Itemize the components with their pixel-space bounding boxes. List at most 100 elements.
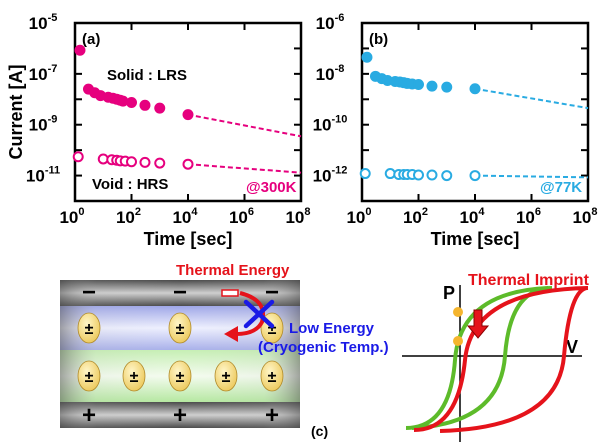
data-point-filled: [413, 79, 424, 91]
dipole-bead: [77, 312, 101, 344]
data-point-open: [413, 169, 424, 181]
remanent-point-upper: [453, 307, 463, 317]
thermal-energy-label: Thermal Energy: [176, 262, 290, 279]
y-tick-label: 10-6: [316, 12, 345, 33]
data-point-open: [126, 156, 137, 168]
y-tick-label: 10-7: [29, 63, 58, 84]
x-tick-label: 100: [346, 206, 371, 227]
dipole-bead: [214, 360, 238, 392]
x-tick-label: 108: [572, 206, 597, 227]
x-tick-label: 102: [116, 206, 141, 227]
dipole-sign: ±: [176, 369, 185, 386]
low-energy-label: Low Energy: [289, 320, 375, 337]
panel-a-data: [72, 44, 302, 174]
imprint-shift-arrow-icon: [466, 309, 490, 339]
panel-a-temp-label: @300K: [246, 179, 297, 196]
thermal-arrow-icon: [235, 291, 265, 336]
y-tick-label: 10-10: [313, 114, 348, 135]
data-point-filled: [139, 99, 151, 111]
fit-line: [187, 113, 302, 138]
data-point-filled: [441, 81, 453, 93]
thermal-imprint-label: Thermal Imprint: [468, 272, 590, 289]
data-point-open: [182, 158, 194, 170]
dipole-sign: ±: [222, 369, 231, 386]
y-tick-label: 10-12: [313, 165, 348, 186]
panel-a-y-ticks: 10-5 10-7 10-9 10-11: [26, 12, 301, 202]
dipole-bead: [122, 360, 146, 392]
x-tick-label: 104: [172, 206, 198, 227]
dipole-bead: [260, 360, 284, 392]
y-tick-label: 10-9: [29, 114, 58, 135]
top-charge-2: −: [173, 279, 187, 306]
data-point-open: [139, 156, 151, 168]
data-point-filled: [74, 44, 86, 56]
data-point-open: [359, 168, 371, 180]
y-tick-label: 10-8: [316, 63, 345, 84]
data-point-filled: [426, 80, 438, 92]
y-tick-label: 10-5: [29, 12, 58, 33]
v-axis-label: V: [566, 337, 578, 357]
data-point-filled: [361, 51, 373, 63]
block-cross-icon: [243, 299, 275, 329]
y-tick-label: 10-11: [26, 165, 60, 186]
data-point-open: [426, 169, 438, 181]
x-tick-label: 104: [459, 206, 485, 227]
dipole-sign: ±: [176, 321, 185, 338]
dipole-sign: ±: [268, 369, 277, 386]
panel-a-void-label: Void : HRS: [92, 176, 168, 193]
x-tick-label: 108: [285, 206, 310, 227]
bottom-charge-2: +: [173, 402, 187, 429]
panel-b-x-ticks: 100 102 104 106 108: [346, 23, 598, 227]
fit-line: [474, 174, 589, 179]
x-tick-label: 106: [516, 206, 541, 227]
panel-a-x-ticks: 100 102 104 106 108: [59, 23, 311, 227]
x-tick-label: 102: [403, 206, 428, 227]
dipole-row-2: ± ± ± ± ±: [77, 360, 284, 392]
panel-b-y-ticks: 10-6 10-8 10-10 10-12: [313, 12, 588, 202]
panel-b-temp-label: @77K: [540, 179, 582, 196]
data-point-filled: [182, 109, 194, 121]
panel-c-letter: (c): [311, 423, 328, 439]
top-charge-3: −: [265, 279, 279, 306]
panel-b-x-axis-label: Time [sec]: [431, 229, 520, 249]
red-loop: [413, 286, 589, 433]
x-tick-label: 106: [229, 206, 254, 227]
panel-a-letter: (a): [82, 31, 100, 48]
data-point-open: [469, 170, 481, 182]
detrapped-charge: [221, 289, 239, 297]
fit-line: [474, 87, 589, 110]
panel-b: (b) @77K Time [sec] 10-6 10-8 10-10 10-12 1…: [313, 12, 598, 249]
cryogenic-label: (Cryogenic Temp.): [258, 339, 389, 356]
data-point-filled: [126, 96, 137, 108]
data-point-open: [154, 157, 166, 169]
top-charge-1: −: [82, 279, 96, 306]
dipole-sign: ±: [268, 321, 277, 338]
dipole-sign: ±: [130, 369, 139, 386]
panel-b-letter: (b): [369, 31, 388, 48]
thermal-arrowhead-icon: [224, 326, 238, 342]
dipole-sign: ±: [85, 369, 94, 386]
remanent-point-lower: [453, 336, 463, 346]
p-axis-label: P: [443, 283, 455, 303]
green-loop: [405, 286, 553, 430]
dipole-bead: [168, 312, 192, 344]
data-point-filled: [154, 102, 166, 114]
dipole-bead: [168, 360, 192, 392]
dipole-sign: ±: [85, 321, 94, 338]
bottom-charge-3: +: [265, 402, 279, 429]
panel-a: (a) Solid : LRS Void : HRS @300K Current…: [6, 12, 311, 249]
data-point-filled: [117, 95, 129, 107]
panel-b-data: [359, 51, 589, 182]
bottom-charge-1: +: [82, 402, 96, 429]
data-point-open: [441, 170, 453, 182]
dipole-bead: [77, 360, 101, 392]
panel-c-schematic: − − − + + + ± ± ± ± ± ± ± ±: [60, 262, 389, 439]
data-point-filled: [469, 83, 481, 95]
fit-line: [187, 163, 302, 174]
x-tick-label: 100: [59, 206, 84, 227]
panel-a-solid-label: Solid : LRS: [107, 67, 187, 84]
panel-a-x-axis-label: Time [sec]: [144, 229, 233, 249]
hysteresis-plot: Thermal Imprint P V: [402, 272, 590, 442]
y-axis-label: Current [A]: [6, 65, 26, 160]
